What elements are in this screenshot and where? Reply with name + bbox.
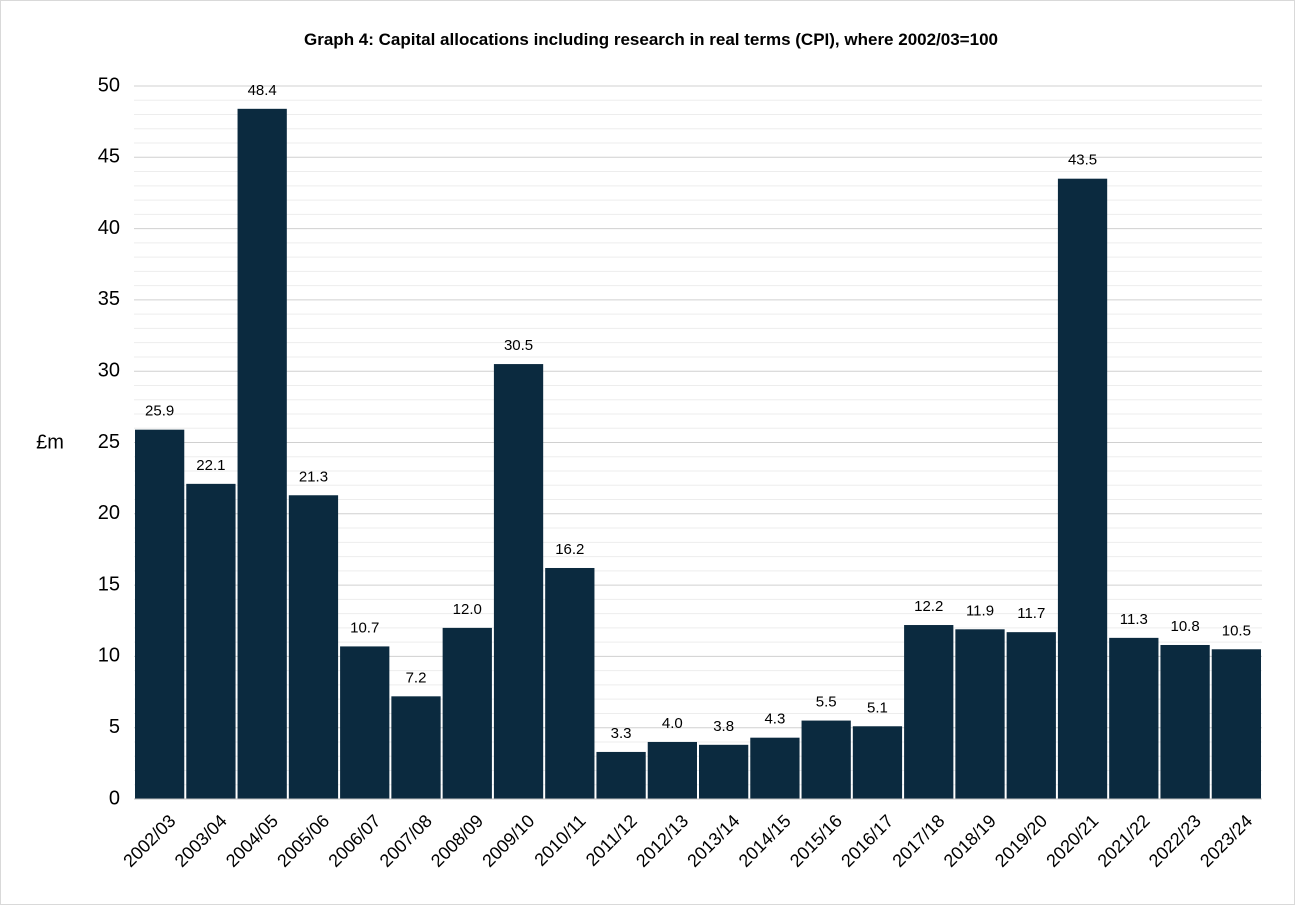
- y-tick-label: 15: [98, 573, 120, 595]
- y-tick-label: 35: [98, 288, 120, 310]
- data-label: 11.9: [966, 602, 994, 619]
- bar: [442, 627, 492, 799]
- bar: [596, 751, 646, 799]
- data-label: 4.3: [764, 711, 785, 728]
- bar: [1006, 632, 1056, 799]
- bar: [288, 495, 339, 799]
- data-label: 5.5: [816, 694, 837, 711]
- data-label: 12.2: [914, 598, 943, 615]
- data-label: 10.5: [1222, 622, 1251, 639]
- bar: [1109, 637, 1159, 799]
- y-tick-label: 10: [98, 645, 120, 667]
- data-label: 25.9: [145, 403, 174, 420]
- y-tick-label: 45: [98, 146, 120, 168]
- data-label: 3.8: [713, 718, 734, 735]
- bar: [647, 741, 697, 799]
- y-tick-label: 50: [98, 74, 120, 96]
- bar: [340, 646, 390, 799]
- bar: [545, 567, 595, 799]
- y-axis-label: £m: [36, 431, 64, 453]
- data-label: 10.8: [1170, 618, 1199, 635]
- y-tick-label: 5: [109, 716, 120, 738]
- bar: [1211, 649, 1261, 799]
- bar: [135, 429, 185, 799]
- bar: [391, 696, 441, 799]
- data-label: 3.3: [611, 725, 632, 742]
- bar: [750, 737, 800, 799]
- bar: [904, 625, 954, 799]
- data-label: 16.2: [555, 541, 584, 558]
- data-label: 43.5: [1068, 152, 1097, 169]
- bar: [186, 483, 236, 799]
- bar: [699, 744, 749, 799]
- bar: [237, 108, 287, 800]
- data-label: 30.5: [504, 337, 533, 354]
- bar: [1057, 178, 1108, 799]
- chart-title: Graph 4: Capital allocations including r…: [304, 30, 998, 49]
- data-label: 22.1: [196, 457, 225, 474]
- bar: [1160, 644, 1210, 799]
- y-tick-label: 0: [109, 787, 120, 809]
- data-label: 11.3: [1120, 611, 1148, 628]
- data-label: 10.7: [350, 619, 379, 636]
- bar: [852, 726, 903, 799]
- data-label: 48.4: [248, 82, 277, 99]
- y-tick-label: 30: [98, 359, 120, 381]
- data-label: 21.3: [299, 468, 328, 485]
- bar: [955, 629, 1005, 799]
- data-label: 11.7: [1017, 605, 1045, 622]
- data-label: 4.0: [662, 715, 683, 732]
- y-tick-label: 20: [98, 502, 120, 524]
- bar: [493, 364, 544, 799]
- data-label: 12.0: [453, 601, 482, 618]
- data-label: 7.2: [406, 669, 427, 686]
- bar: [801, 720, 851, 799]
- y-tick-label: 40: [98, 217, 120, 239]
- data-label: 5.1: [867, 699, 888, 716]
- y-tick-label: 25: [98, 431, 120, 453]
